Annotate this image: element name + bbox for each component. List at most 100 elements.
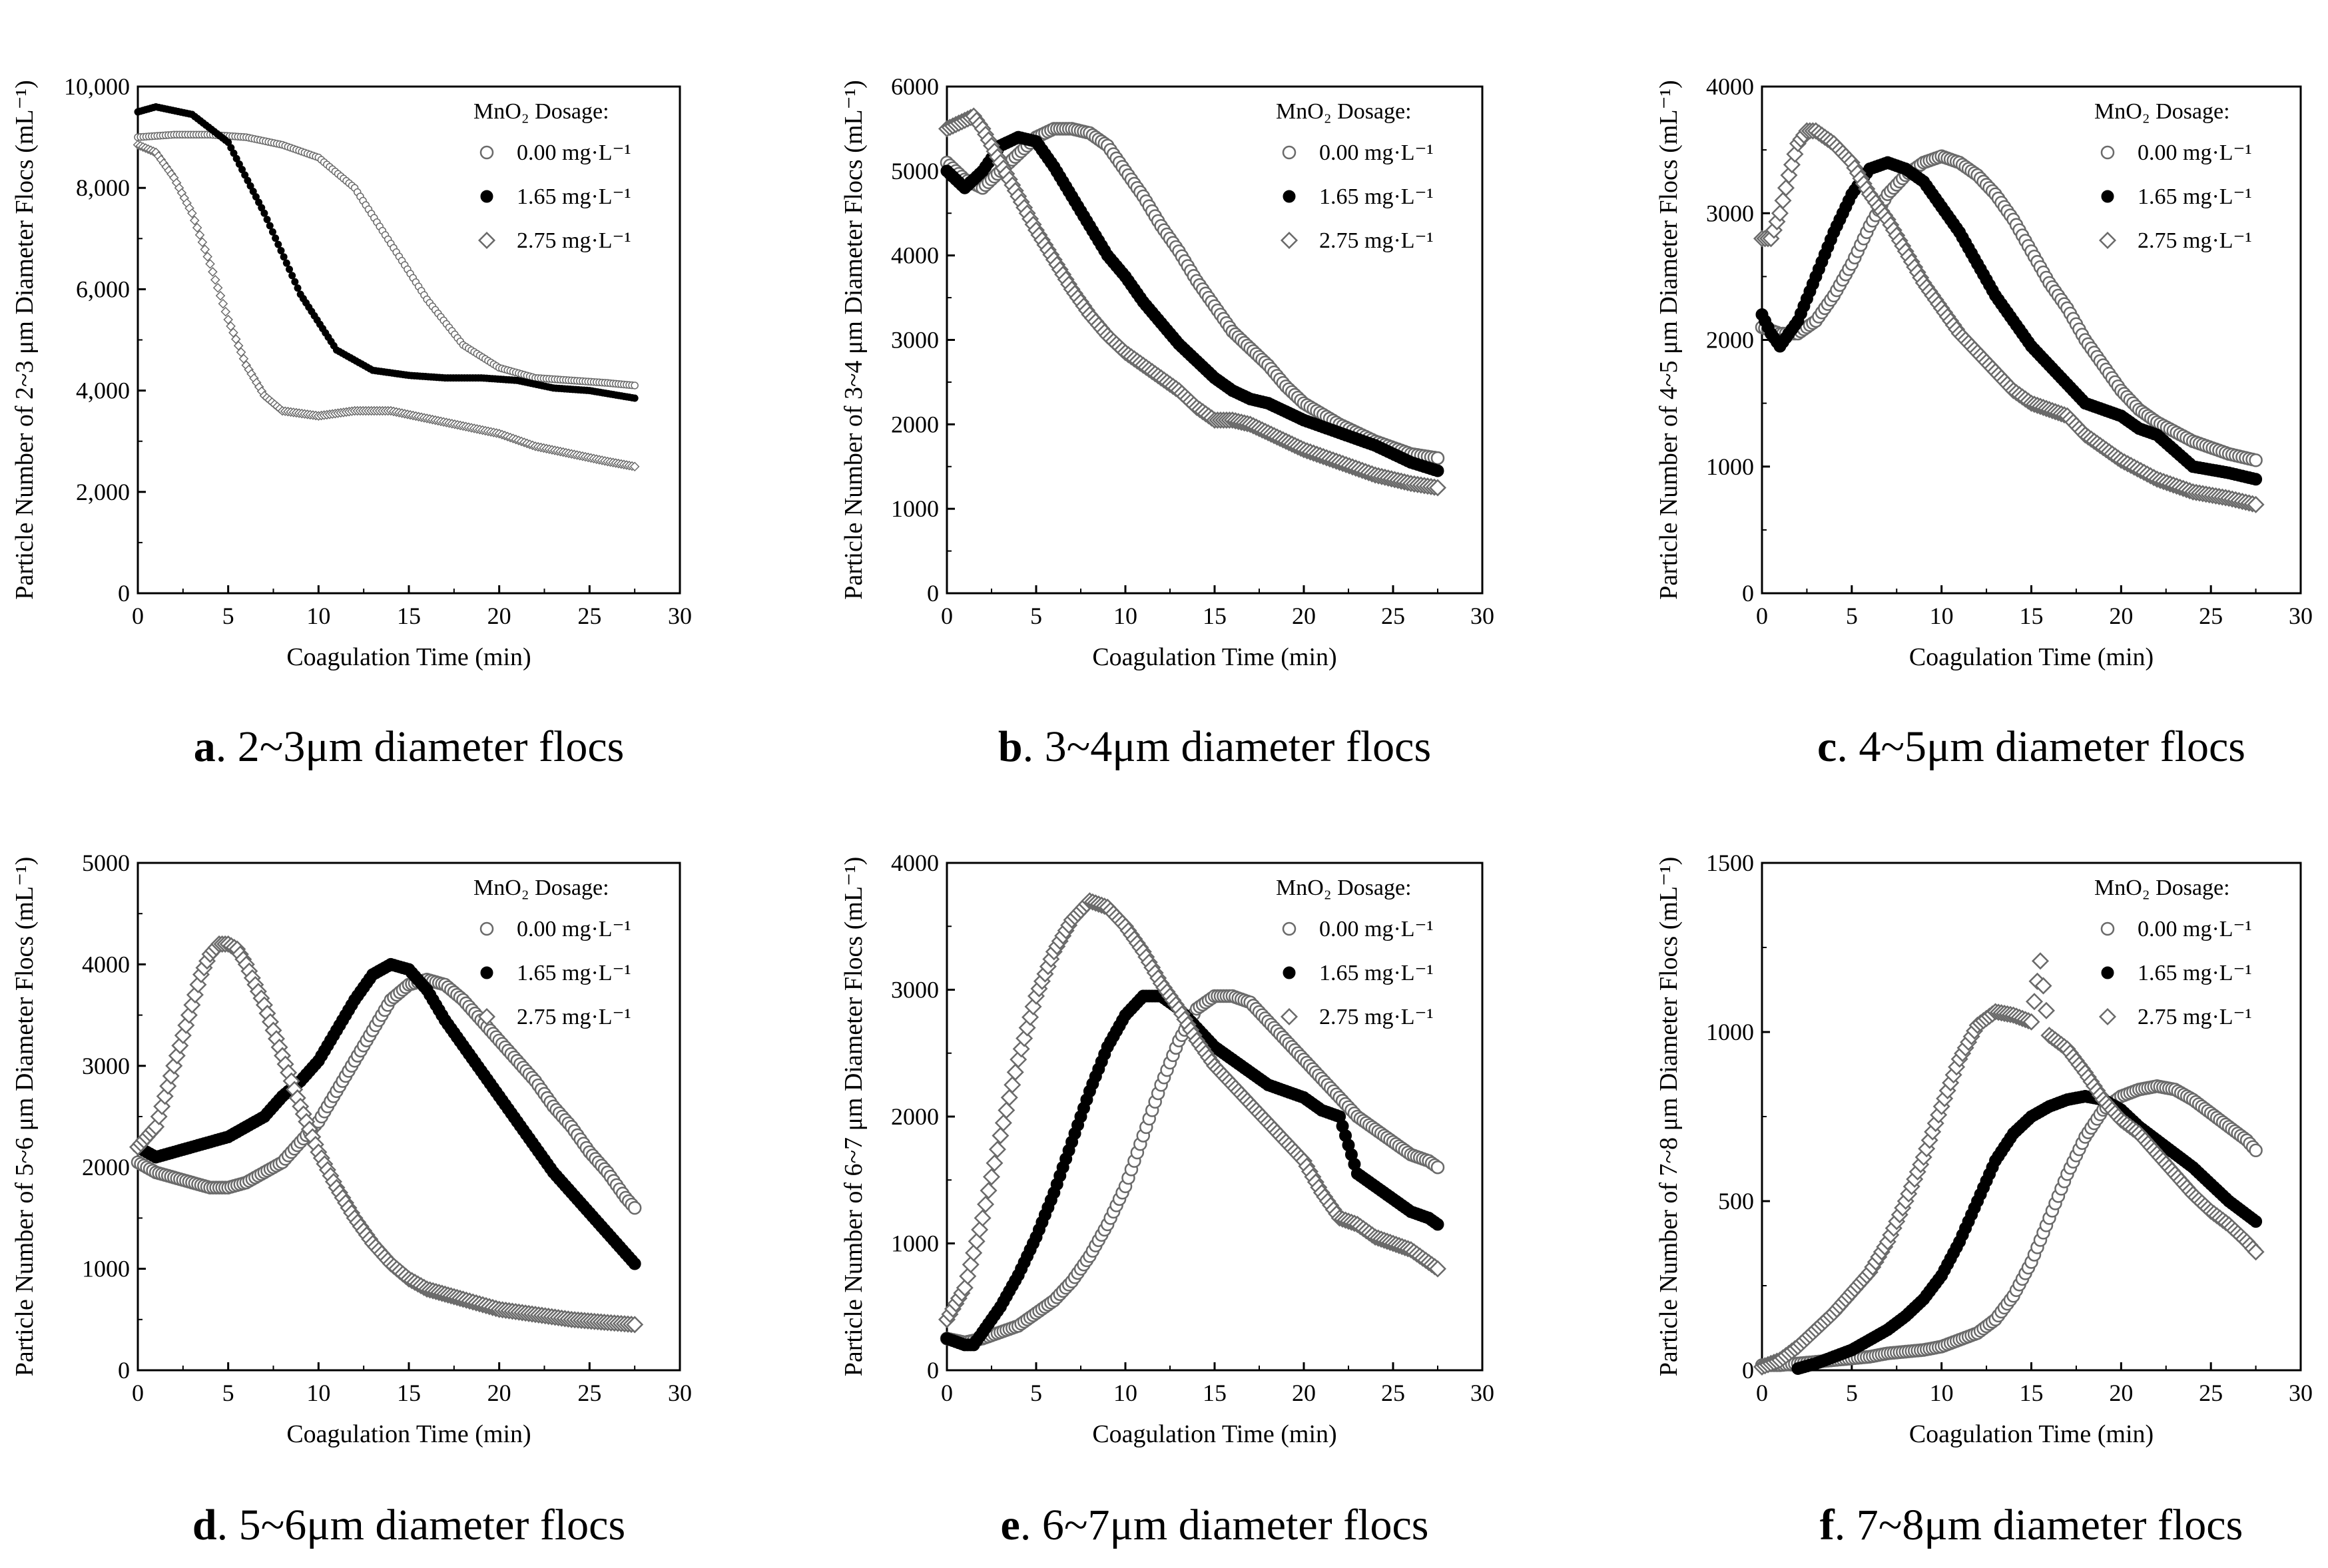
legend-marker xyxy=(1280,231,1299,250)
y-tick-label: 3000 xyxy=(891,977,939,1003)
legend-label: 0.00 mg·L⁻¹ xyxy=(1319,917,1434,941)
data-point xyxy=(627,1200,642,1215)
data-point xyxy=(977,1195,995,1213)
data-point xyxy=(994,1114,1012,1132)
data-point xyxy=(992,1127,1010,1145)
data-point xyxy=(1777,179,1795,197)
legend-marker xyxy=(477,1007,496,1026)
panel-c: 0 5 10 15 20 25 30 0 1000 2000 3000 4000 Coagulation… xyxy=(1655,73,2313,771)
data-point xyxy=(1431,464,1444,477)
data-point xyxy=(187,208,197,218)
y-axis-label: Particle Number of 2~3 μm Diameter Flocs… xyxy=(11,80,39,599)
y-tick-label: 3000 xyxy=(891,327,939,354)
series-0 xyxy=(1755,1079,2263,1372)
y-tick-label: 5000 xyxy=(891,158,939,184)
caption-text: . 6~7μm diameter flocs xyxy=(1020,1501,1429,1549)
data-point xyxy=(288,272,296,280)
x-tick-label: 5 xyxy=(222,1380,234,1406)
data-point xyxy=(2025,993,2044,1011)
x-tick-label: 15 xyxy=(2020,1380,2044,1406)
panel-caption: e. 6~7μm diameter flocs xyxy=(1001,1501,1429,1549)
x-tick-label: 0 xyxy=(132,603,144,629)
legend-title: MnO₂ Dosage: xyxy=(2094,876,2230,900)
caption-text: . 7~8μm diameter flocs xyxy=(1835,1501,2243,1549)
x-tick-label: 10 xyxy=(1113,603,1137,629)
legend-label: 0.00 mg·L⁻¹ xyxy=(1319,140,1434,165)
legend-label: 1.65 mg·L⁻¹ xyxy=(1319,961,1434,985)
x-tick-label: 5 xyxy=(222,603,234,629)
data-point xyxy=(215,290,226,301)
caption-letter: d xyxy=(192,1501,217,1549)
panel-caption: a. 2~3μm diameter flocs xyxy=(194,722,625,771)
x-tick-label: 30 xyxy=(668,1380,692,1406)
y-tick-label: 0 xyxy=(1742,1357,1754,1384)
y-tick-label: 1500 xyxy=(1706,850,1754,876)
y-tick-label: 0 xyxy=(1742,580,1754,607)
data-point xyxy=(200,244,210,254)
legend-title: MnO₂ Dosage: xyxy=(473,99,609,124)
x-tick-label: 25 xyxy=(2199,1380,2223,1406)
data-point xyxy=(212,282,223,293)
y-tick-label: 3000 xyxy=(82,1053,130,1079)
data-point xyxy=(988,1141,1006,1159)
data-point xyxy=(189,215,200,226)
data-point xyxy=(628,1257,641,1270)
x-tick-label: 25 xyxy=(1381,1380,1405,1406)
y-tick-label: 8,000 xyxy=(76,174,130,201)
series-1 xyxy=(131,957,641,1270)
y-tick-label: 6,000 xyxy=(76,276,130,302)
x-tick-label: 30 xyxy=(1470,603,1494,629)
data-point xyxy=(1430,451,1445,465)
x-tick-label: 10 xyxy=(1930,603,1954,629)
data-point xyxy=(626,1316,644,1334)
data-point xyxy=(1006,1063,1024,1081)
data-point xyxy=(998,1101,1016,1119)
data-point xyxy=(986,1154,1004,1172)
caption-text: . 4~5μm diameter flocs xyxy=(1837,722,2245,771)
data-point xyxy=(268,228,276,236)
series-0 xyxy=(134,131,639,390)
x-axis-label: Coagulation Time (min) xyxy=(286,1420,531,1448)
x-tick-label: 10 xyxy=(306,1380,330,1406)
panel-caption: d. 5~6μm diameter flocs xyxy=(192,1501,625,1549)
data-point xyxy=(982,1168,1001,1186)
legend-label: 2.75 mg·L⁻¹ xyxy=(1319,1005,1434,1029)
y-tick-label: 0 xyxy=(118,1357,130,1384)
x-tick-label: 5 xyxy=(1846,603,1858,629)
data-point xyxy=(1431,1218,1444,1231)
legend-marker xyxy=(480,966,493,979)
panel-b: 0 5 10 15 20 25 30 0 1000 2000 3000 4000 5000 6000 Coa… xyxy=(840,73,1494,771)
data-point xyxy=(1428,479,1447,497)
data-point xyxy=(205,259,215,269)
data-point xyxy=(228,328,238,338)
legend-label: 2.75 mg·L⁻¹ xyxy=(517,1005,631,1029)
panel-e: 0 5 10 15 20 25 30 0 1000 2000 3000 4000 Coagulation… xyxy=(840,850,1494,1549)
x-tick-label: 25 xyxy=(577,1380,601,1406)
y-tick-label: 1000 xyxy=(891,1230,939,1257)
legend-title: MnO₂ Dosage: xyxy=(1276,876,1412,900)
data-point xyxy=(1771,204,1789,222)
y-tick-label: 2,000 xyxy=(76,479,130,505)
series-1 xyxy=(1791,1090,2263,1375)
y-tick-label: 5000 xyxy=(82,850,130,876)
legend-marker xyxy=(1280,1007,1299,1026)
data-point xyxy=(974,1209,992,1227)
caption-letter: f xyxy=(1820,1501,1835,1549)
legend-marker xyxy=(1282,921,1297,936)
x-tick-label: 0 xyxy=(941,603,953,629)
x-tick-label: 20 xyxy=(2109,1380,2133,1406)
x-tick-label: 15 xyxy=(2020,603,2044,629)
y-tick-label: 3000 xyxy=(1706,200,1754,226)
legend-label: 1.65 mg·L⁻¹ xyxy=(517,961,631,985)
x-tick-label: 20 xyxy=(2109,603,2133,629)
data-point xyxy=(230,334,241,344)
data-point xyxy=(260,209,268,217)
x-tick-label: 30 xyxy=(1470,1380,1494,1406)
x-tick-label: 15 xyxy=(1203,1380,1227,1406)
data-point xyxy=(1004,1076,1021,1094)
y-tick-label: 4000 xyxy=(1706,73,1754,100)
legend-label: 1.65 mg·L⁻¹ xyxy=(2138,961,2252,985)
data-point xyxy=(223,314,233,325)
x-tick-label: 10 xyxy=(306,603,330,629)
